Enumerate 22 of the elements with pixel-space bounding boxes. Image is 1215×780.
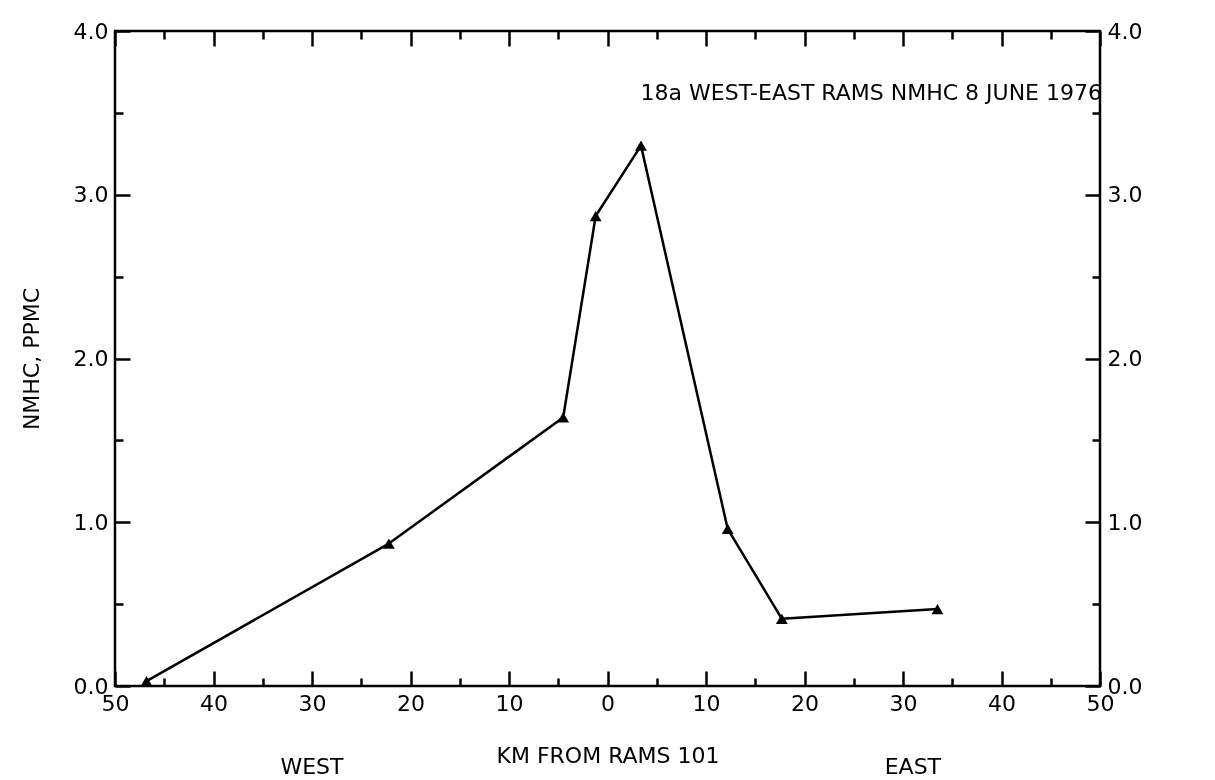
y2-tick-label: 1.0 <box>1107 509 1143 535</box>
y-tick-label: 1.0 <box>73 509 109 535</box>
text: WEST <box>280 754 345 779</box>
y-tick-label: 4.0 <box>73 18 109 44</box>
y-tick-label: 3.0 <box>73 182 109 208</box>
x-tick-label: 20 <box>397 690 425 716</box>
x-tick-label: 0 <box>601 690 615 716</box>
x-tick-label: 20 <box>791 690 819 716</box>
y-tick-label: 2.0 <box>73 346 109 371</box>
x-tick-label: 30 <box>298 690 327 716</box>
y2-tick-label: 3.0 <box>1107 182 1143 208</box>
x-tick-label: 10 <box>495 690 524 716</box>
y2-tick-label: 4.0 <box>1107 18 1143 44</box>
y-axis-title: NMHC, PPMC <box>18 287 44 431</box>
x-tick-label: 10 <box>692 690 721 716</box>
x-tick-label: 40 <box>200 690 228 716</box>
x-axis-title: KM FROM RAMS 101 <box>496 742 720 768</box>
x-tick-label: 30 <box>889 690 918 716</box>
x-tick-label: 40 <box>988 690 1016 716</box>
text: EAST <box>884 754 942 779</box>
y2-tick-label: 2.0 <box>1107 346 1143 371</box>
text: 18a WEST-EAST RAMS NMHC 8 JUNE 1976 <box>640 80 1102 105</box>
